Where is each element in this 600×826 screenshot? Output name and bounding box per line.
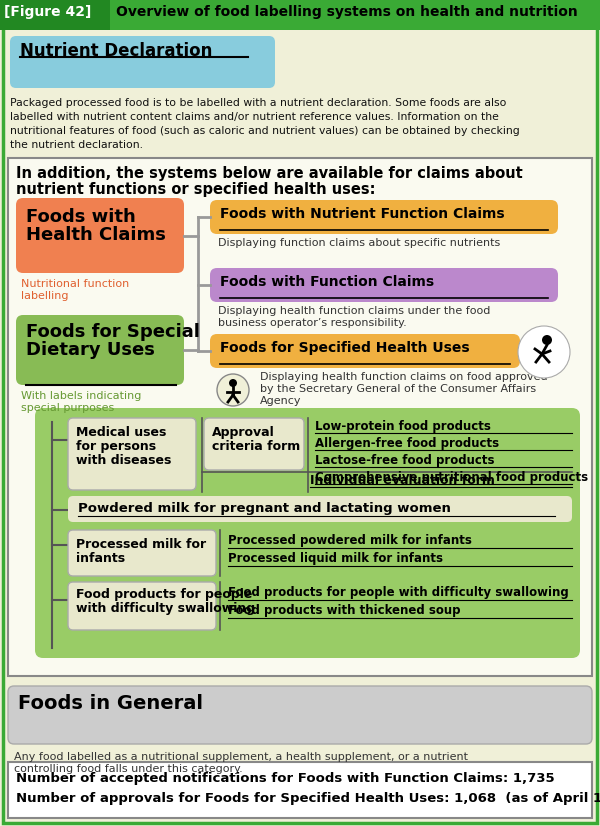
Text: labelled with nutrient content claims and/or nutrient reference values. Informat: labelled with nutrient content claims an… [10,112,499,122]
Text: Individual evaluation form: Individual evaluation form [310,474,495,487]
Circle shape [217,374,249,406]
Text: With labels indicating: With labels indicating [21,391,142,401]
Text: Approval: Approval [212,426,275,439]
Text: Powdered milk for pregnant and lactating women: Powdered milk for pregnant and lactating… [78,502,451,515]
Text: Comprehensive nutritional food products: Comprehensive nutritional food products [315,471,588,484]
Text: In addition, the systems below are available for claims about: In addition, the systems below are avail… [16,166,523,181]
Text: [Figure 42]: [Figure 42] [4,5,91,19]
FancyBboxPatch shape [210,268,558,302]
FancyBboxPatch shape [68,496,572,522]
FancyBboxPatch shape [68,582,216,630]
Text: Displaying health function claims on food approved: Displaying health function claims on foo… [260,372,548,382]
FancyBboxPatch shape [16,198,184,273]
FancyBboxPatch shape [210,334,520,368]
FancyBboxPatch shape [10,36,275,88]
Circle shape [518,326,570,378]
Text: the nutrient declaration.: the nutrient declaration. [10,140,143,150]
FancyBboxPatch shape [8,686,592,744]
Text: by the Secretary General of the Consumer Affairs: by the Secretary General of the Consumer… [260,384,536,394]
Text: nutritional features of food (such as caloric and nutrient values) can be obtain: nutritional features of food (such as ca… [10,126,520,136]
Text: Displaying function claims about specific nutrients: Displaying function claims about specifi… [218,238,500,248]
Text: Number of accepted notifications for Foods with Function Claims: 1,735: Number of accepted notifications for Foo… [16,772,554,785]
Text: Displaying health function claims under the food: Displaying health function claims under … [218,306,490,316]
Circle shape [542,335,552,345]
FancyBboxPatch shape [68,418,196,490]
Text: Foods with: Foods with [26,208,136,226]
Text: for persons: for persons [76,440,156,453]
FancyBboxPatch shape [16,315,184,385]
Text: Food products for people: Food products for people [76,588,253,601]
Text: Foods with Function Claims: Foods with Function Claims [220,275,434,289]
Text: with difficulty swallowing: with difficulty swallowing [76,602,255,615]
Text: Processed milk for: Processed milk for [76,538,206,551]
Text: Packaged processed food is to be labelled with a nutrient declaration. Some food: Packaged processed food is to be labelle… [10,98,506,108]
Text: Processed powdered milk for infants: Processed powdered milk for infants [228,534,472,547]
Text: criteria form: criteria form [212,440,300,453]
FancyBboxPatch shape [210,200,558,234]
Text: Number of approvals for Foods for Specified Health Uses: 1,068  (as of April 1, : Number of approvals for Foods for Specif… [16,792,600,805]
Text: Dietary Uses: Dietary Uses [26,341,155,359]
Text: controlling food falls under this category.: controlling food falls under this catego… [14,764,243,774]
Text: Nutrient Declaration: Nutrient Declaration [20,42,212,60]
Text: Nutritional function: Nutritional function [21,279,129,289]
FancyBboxPatch shape [204,418,304,470]
Text: Health Claims: Health Claims [26,226,166,244]
Text: Foods for Specified Health Uses: Foods for Specified Health Uses [220,341,470,355]
Text: Foods for Special: Foods for Special [26,323,200,341]
Text: Food products with thickened soup: Food products with thickened soup [228,604,461,617]
Text: Foods with Nutrient Function Claims: Foods with Nutrient Function Claims [220,207,505,221]
FancyBboxPatch shape [35,408,580,658]
Text: labelling: labelling [21,291,68,301]
Text: Any food labelled as a nutritional supplement, a health supplement, or a nutrien: Any food labelled as a nutritional suppl… [14,752,468,762]
Text: Lactose-free food products: Lactose-free food products [315,454,494,467]
Text: Processed liquid milk for infants: Processed liquid milk for infants [228,552,443,565]
Bar [8,762,592,818]
Text: Allergen-free food products: Allergen-free food products [315,437,499,450]
Text: business operator’s responsibility.: business operator’s responsibility. [218,318,407,328]
Text: Medical uses: Medical uses [76,426,166,439]
Text: infants: infants [76,552,125,565]
Text: Food products for people with difficulty swallowing: Food products for people with difficulty… [228,586,569,599]
Text: nutrient functions or specified health uses:: nutrient functions or specified health u… [16,182,376,197]
Bar [0,0,600,30]
Circle shape [229,379,237,387]
Text: with diseases: with diseases [76,454,172,467]
Text: Low-protein food products: Low-protein food products [315,420,491,433]
Text: Foods in General: Foods in General [18,694,203,713]
Bar [0,0,110,30]
Bar [8,158,592,676]
Text: Agency: Agency [260,396,302,406]
FancyBboxPatch shape [68,530,216,576]
Text: Overview of food labelling systems on health and nutrition: Overview of food labelling systems on he… [116,5,578,19]
Text: special purposes: special purposes [21,403,114,413]
